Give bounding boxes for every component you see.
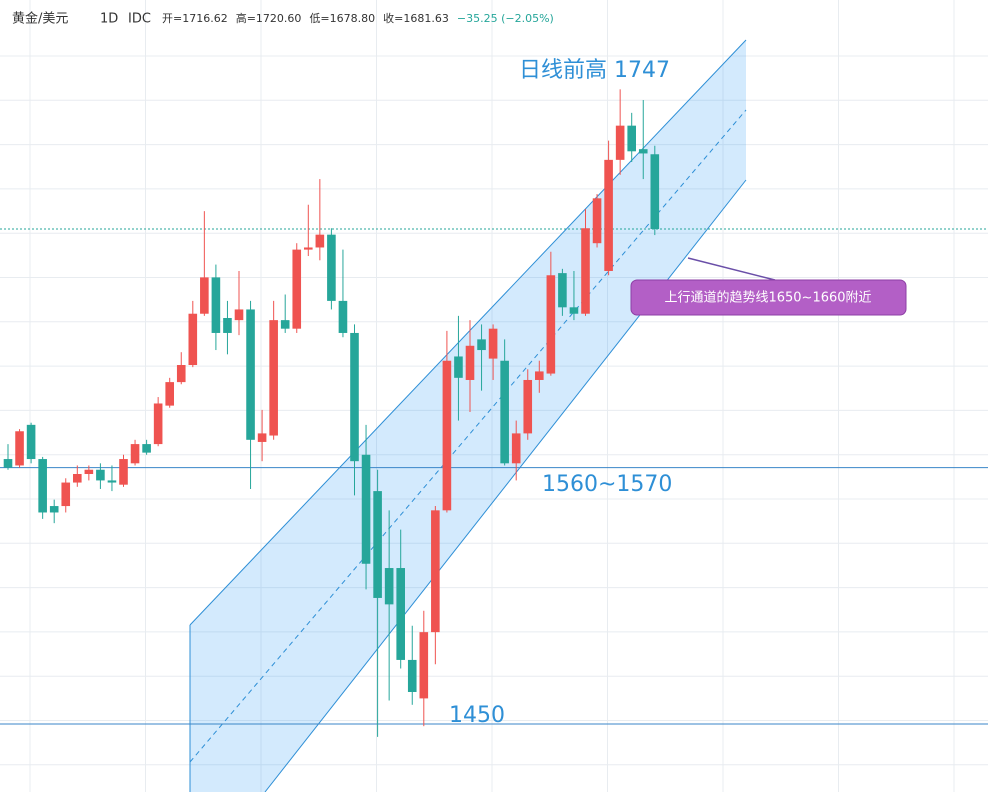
callout-box <box>630 279 907 316</box>
candle-body <box>153 403 163 445</box>
callout-text: 上行通道的趋势线1650~1660附近 <box>664 290 871 306</box>
source: IDC <box>128 12 151 27</box>
candle-body <box>442 360 452 511</box>
candle-body <box>176 365 186 383</box>
candle-body <box>327 234 336 301</box>
candle-body <box>546 275 556 374</box>
candle-body <box>535 371 544 380</box>
candle-body <box>454 356 463 378</box>
candle-body <box>280 320 290 329</box>
candle-body <box>200 277 209 314</box>
candle-body <box>384 568 394 605</box>
candle-body <box>3 459 13 468</box>
candle-body <box>373 491 382 598</box>
ohlc-text: 高=1720.60 <box>236 11 302 25</box>
candle-body <box>361 454 371 564</box>
candle-body <box>84 469 94 475</box>
candle-body <box>511 433 521 464</box>
annotation: 1450 <box>449 703 505 728</box>
candle-body <box>592 198 602 244</box>
candle-body <box>558 273 567 308</box>
candle-body <box>350 332 359 462</box>
callout-pointer <box>687 257 776 281</box>
ohlc-text: 低=1678.80 <box>309 12 375 25</box>
candle-body <box>119 459 128 485</box>
candle-body <box>477 339 486 351</box>
annotation: 日线前高 1747 <box>519 58 670 83</box>
candle-body <box>604 159 613 271</box>
candle-body <box>246 309 255 440</box>
candle-body <box>15 431 24 466</box>
candle-body <box>488 328 498 359</box>
candle-body <box>211 277 221 333</box>
candle-body <box>292 249 302 329</box>
candle-body <box>419 632 429 699</box>
candle-body <box>627 125 636 152</box>
ohlc-text: 收=1681.63 <box>383 11 449 25</box>
candle-body <box>500 360 509 464</box>
candle-body <box>107 480 117 483</box>
candle-body <box>523 379 533 434</box>
ohlc-text: 开=1716.62 <box>162 12 228 25</box>
candle-body <box>338 300 348 333</box>
candle-body <box>407 659 417 692</box>
candle-body <box>96 469 105 481</box>
candle-body <box>396 568 405 660</box>
candle-body <box>315 234 325 248</box>
candle-body <box>49 506 59 513</box>
candle-body <box>188 313 198 366</box>
ohlc-text: −35.25 (−2.05%) <box>457 12 554 25</box>
candle-body <box>142 444 151 453</box>
candle-body <box>223 317 232 333</box>
candle-body <box>269 320 278 436</box>
annotation: 1560~1570 <box>542 472 672 497</box>
candle-body <box>465 345 475 380</box>
candle-body <box>73 474 82 483</box>
candle-body <box>615 125 625 160</box>
candle-body <box>431 510 440 633</box>
candle-body <box>234 309 244 321</box>
interval: 1D <box>100 12 118 27</box>
candle-body <box>26 424 36 460</box>
candle-body <box>38 459 47 513</box>
candle-body <box>569 307 579 314</box>
candle-body <box>165 382 174 406</box>
candle-body <box>61 482 71 507</box>
candle-body <box>257 433 267 442</box>
symbol: 黄金/美元 <box>12 11 68 27</box>
candle-body <box>650 154 660 230</box>
candle-body <box>638 149 648 154</box>
candle-body <box>581 228 590 314</box>
channel-upper <box>189 39 747 626</box>
candle-body <box>304 247 313 250</box>
candle-body <box>130 444 140 464</box>
